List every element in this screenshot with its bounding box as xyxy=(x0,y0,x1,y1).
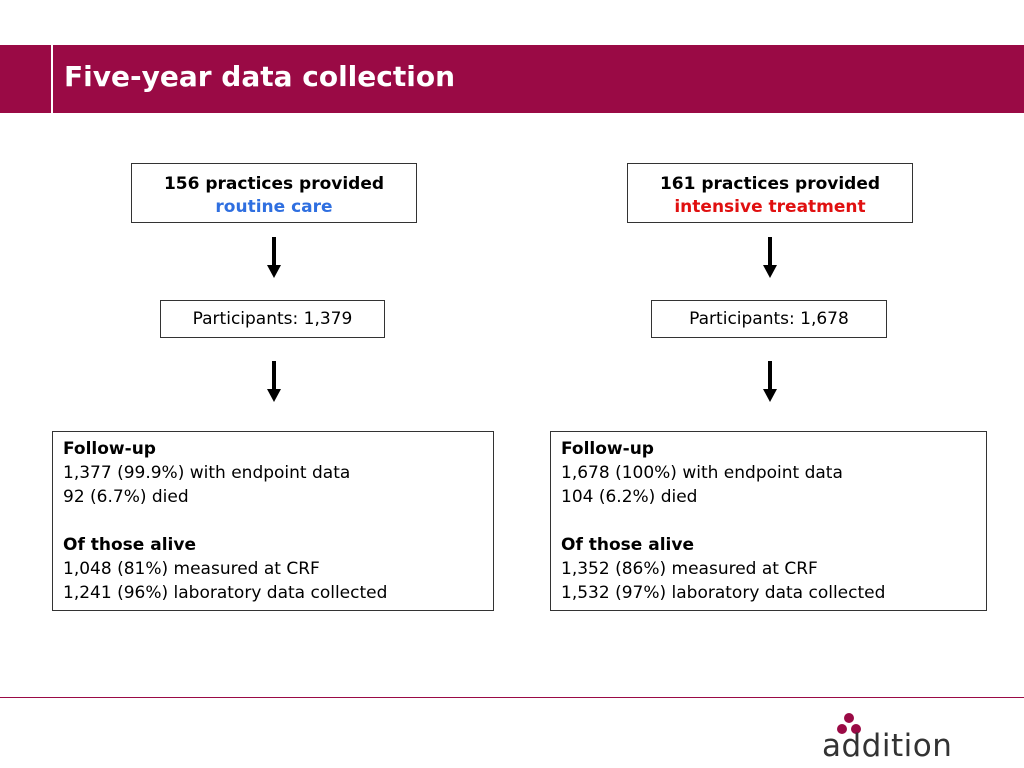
routine-care-header-line1: 156 practices provided xyxy=(163,174,385,194)
arrow-down-icon xyxy=(763,361,777,402)
intensive-endpoint-data: 1,678 (100%) with endpoint data xyxy=(561,463,843,483)
routine-followup-heading: Follow-up xyxy=(63,439,156,459)
intensive-alive-heading: Of those alive xyxy=(561,535,694,555)
intensive-participants-box: Participants: 1,678 xyxy=(651,300,887,338)
routine-alive-heading: Of those alive xyxy=(63,535,196,555)
slide-title: Five-year data collection xyxy=(64,60,456,93)
intensive-measured-crf: 1,352 (86%) measured at CRF xyxy=(561,559,818,579)
routine-followup-box: Follow-up 1,377 (99.9%) with endpoint da… xyxy=(52,431,494,611)
routine-endpoint-data: 1,377 (99.9%) with endpoint data xyxy=(63,463,351,483)
title-bar xyxy=(0,45,1024,113)
routine-died: 92 (6.7%) died xyxy=(63,487,189,507)
intensive-treatment-header-line2: intensive treatment xyxy=(674,197,866,217)
footer-divider xyxy=(0,697,1024,698)
intensive-participants-text: Participants: 1,678 xyxy=(689,309,849,329)
arrow-down-icon xyxy=(763,237,777,278)
intensive-treatment-header-line1: 161 practices provided xyxy=(659,174,881,194)
intensive-treatment-box: 161 practices provided intensive treatme… xyxy=(627,163,913,223)
arrow-down-icon xyxy=(267,361,281,402)
logo-text: addition xyxy=(822,728,953,764)
arrow-down-icon xyxy=(267,237,281,278)
routine-participants-text: Participants: 1,379 xyxy=(192,309,353,329)
routine-measured-crf: 1,048 (81%) measured at CRF xyxy=(63,559,320,579)
intensive-followup-heading: Follow-up xyxy=(561,439,654,459)
routine-care-header-line2: routine care xyxy=(215,197,333,217)
routine-care-box: 156 practices provided routine care xyxy=(131,163,417,223)
routine-participants-box: Participants: 1,379 xyxy=(160,300,385,338)
addition-logo: addition xyxy=(820,712,960,764)
routine-lab-data: 1,241 (96%) laboratory data collected xyxy=(63,583,388,603)
three-dot-logo-icon xyxy=(837,713,861,734)
intensive-lab-data: 1,532 (97%) laboratory data collected xyxy=(561,583,886,603)
intensive-died: 104 (6.2%) died xyxy=(561,487,698,507)
intensive-followup-box: Follow-up 1,678 (100%) with endpoint dat… xyxy=(550,431,987,611)
title-divider xyxy=(51,45,53,113)
